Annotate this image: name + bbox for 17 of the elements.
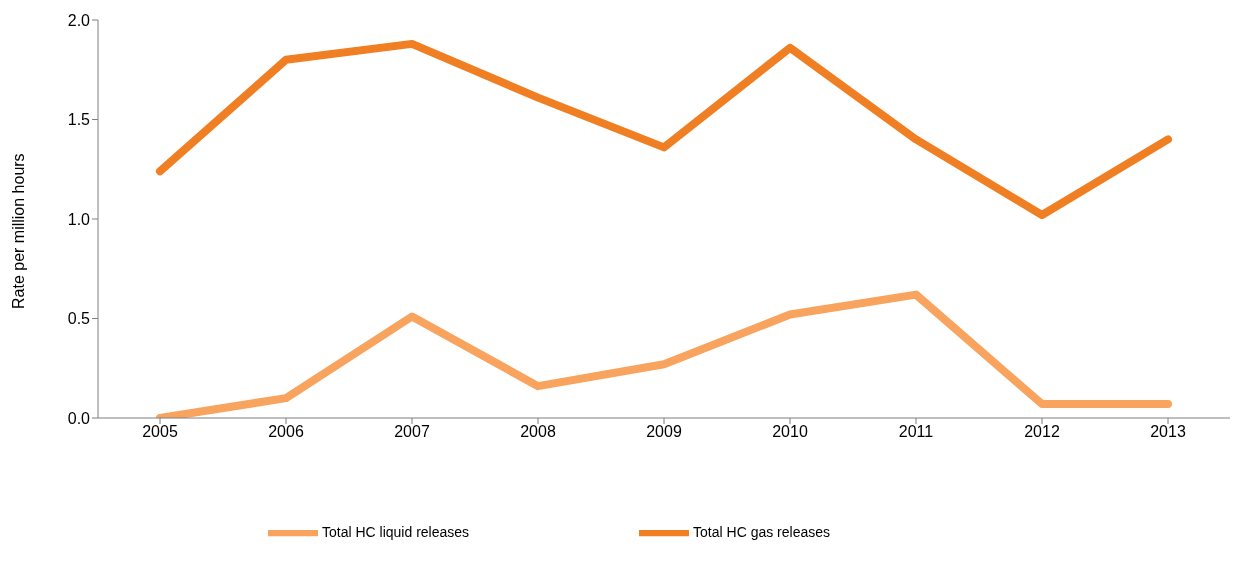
x-tick-label: 2011 xyxy=(898,423,934,441)
y-tick-label: 0.5 xyxy=(67,310,91,328)
y-tick-label: 1.5 xyxy=(67,111,91,129)
y-tick-label: 2.0 xyxy=(67,11,91,29)
y-tick-label: 0.0 xyxy=(67,409,91,427)
x-tick-label: 2009 xyxy=(646,423,682,441)
y-tick-label: 1.0 xyxy=(67,210,91,228)
legend-label: Total HC liquid releases xyxy=(321,523,470,540)
x-tick-label: 2006 xyxy=(268,423,304,441)
x-tick-label: 2007 xyxy=(394,423,430,441)
legend-label: Total HC gas releases xyxy=(693,523,831,540)
y-axis-title: Rate per million hours xyxy=(9,153,27,309)
x-tick-label: 2013 xyxy=(1150,423,1186,441)
x-tick-label: 2010 xyxy=(772,423,808,441)
x-tick-label: 2012 xyxy=(1024,423,1060,441)
x-tick-label: 2005 xyxy=(142,423,178,441)
x-tick-label: 2008 xyxy=(520,423,556,441)
